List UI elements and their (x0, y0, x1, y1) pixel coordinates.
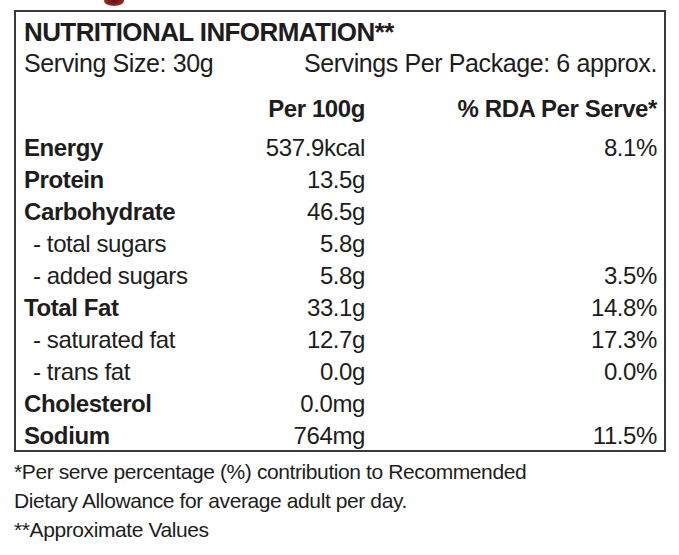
table-row-saturated-fat: - saturated fat 12.7g 17.3% (24, 324, 657, 356)
nutrient-amount: 0.0g (224, 356, 365, 388)
serving-info-row: Serving Size: 30g Servings Per Package: … (24, 48, 657, 78)
table-row-added-sugars: - added sugars 5.8g 3.5% (24, 260, 657, 292)
nutrition-label-panel: NUTRITIONAL INFORMATION** Serving Size: … (14, 10, 666, 452)
nutrient-name: - trans fat (24, 356, 224, 388)
nutrient-table: Energy 537.9kcal 8.1% Protein 13.5g Carb… (24, 132, 657, 452)
footnote-approximate-values: **Approximate Values (14, 515, 664, 544)
table-row-energy: Energy 537.9kcal 8.1% (24, 132, 657, 164)
nutrient-rda: 8.1% (365, 132, 657, 164)
table-row-protein: Protein 13.5g (24, 164, 657, 196)
nutrient-amount: 12.7g (224, 324, 365, 356)
footnotes: *Per serve percentage (%) contribution t… (14, 457, 664, 544)
nutrient-amount: 46.5g (224, 196, 365, 228)
nutrient-amount: 33.1g (224, 292, 365, 324)
nutrient-name: Protein (24, 164, 224, 196)
column-header-per-100g: Per 100g (224, 94, 365, 124)
nutrient-name: - added sugars (24, 260, 224, 292)
nutrient-amount: 764mg (224, 420, 365, 452)
nutrient-name: Energy (24, 132, 224, 164)
footnote-rda-line-1: *Per serve percentage (%) contribution t… (14, 457, 664, 486)
nutrient-name: Sodium (24, 420, 224, 452)
nutrient-rda: 17.3% (365, 324, 657, 356)
nutrient-rda (365, 196, 657, 228)
nutrient-rda: 11.5% (365, 420, 657, 452)
serving-size-text: Serving Size: 30g (24, 48, 213, 78)
label-title: NUTRITIONAL INFORMATION** (24, 16, 657, 48)
clipped-red-graphic (104, 0, 124, 6)
nutrient-amount: 5.8g (224, 228, 365, 260)
nutrient-name: - saturated fat (24, 324, 224, 356)
nutrient-rda: 0.0% (365, 356, 657, 388)
nutrient-name: Total Fat (24, 292, 224, 324)
table-row-total-fat: Total Fat 33.1g 14.8% (24, 292, 657, 324)
nutrient-rda (365, 164, 657, 196)
column-header-spacer (24, 94, 224, 124)
table-row-carbohydrate: Carbohydrate 46.5g (24, 196, 657, 228)
nutrient-amount: 13.5g (224, 164, 365, 196)
nutrient-amount: 537.9kcal (224, 132, 365, 164)
table-row-trans-fat: - trans fat 0.0g 0.0% (24, 356, 657, 388)
nutrient-rda: 3.5% (365, 260, 657, 292)
nutrient-rda (365, 388, 657, 420)
nutrient-rda: 14.8% (365, 292, 657, 324)
nutrient-name: Cholesterol (24, 388, 224, 420)
table-row-cholesterol: Cholesterol 0.0mg (24, 388, 657, 420)
table-row-total-sugars: - total sugars 5.8g (24, 228, 657, 260)
nutrient-name: Carbohydrate (24, 196, 224, 228)
table-row-sodium: Sodium 764mg 11.5% (24, 420, 657, 452)
column-header-row: Per 100g % RDA Per Serve* (24, 94, 657, 124)
servings-per-package-text: Servings Per Package: 6 approx. (304, 48, 657, 78)
column-header-rda-per-serve: % RDA Per Serve* (365, 94, 657, 124)
nutrient-amount: 5.8g (224, 260, 365, 292)
footnote-rda-line-2: Dietary Allowance for average adult per … (14, 486, 664, 515)
nutrient-rda (365, 228, 657, 260)
nutrient-amount: 0.0mg (224, 388, 365, 420)
nutrient-name: - total sugars (24, 228, 224, 260)
